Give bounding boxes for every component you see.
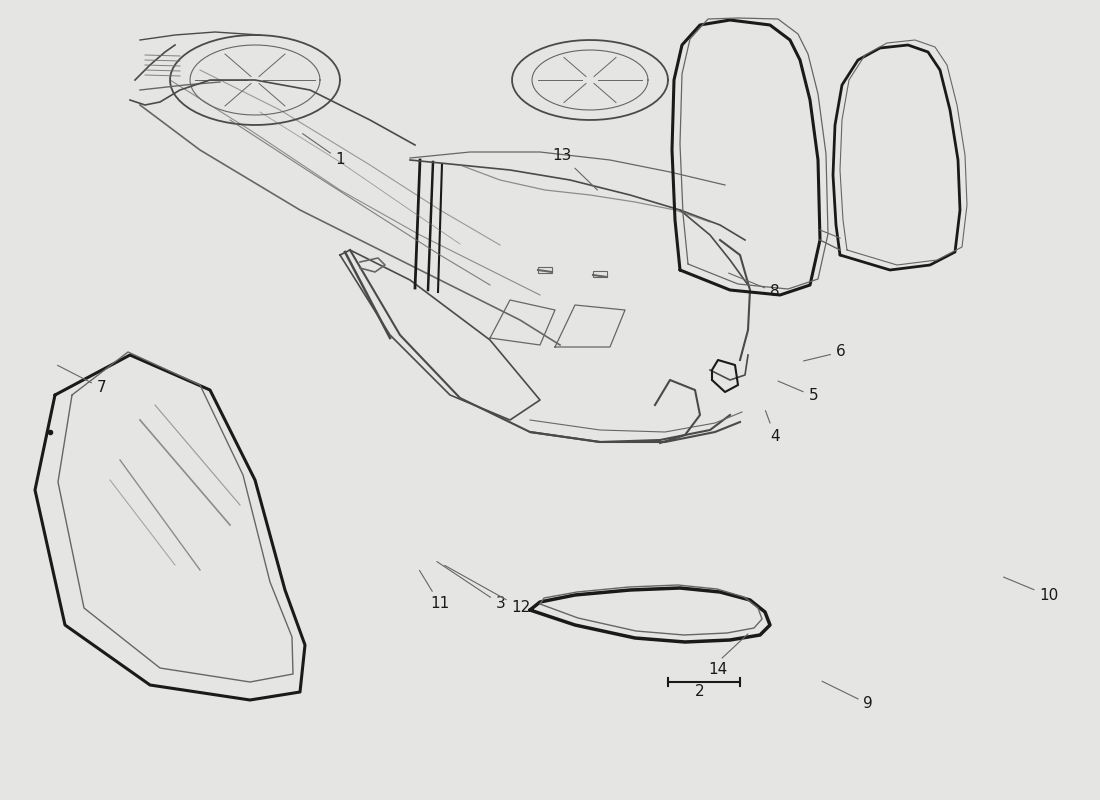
Text: 6: 6: [803, 345, 846, 361]
Text: 9: 9: [822, 682, 873, 711]
Text: 8: 8: [728, 273, 780, 299]
Bar: [593, 271, 607, 277]
Text: 4: 4: [766, 410, 780, 443]
Text: 5: 5: [778, 381, 818, 403]
Text: 11: 11: [419, 570, 450, 611]
Text: 3: 3: [437, 562, 505, 611]
Bar: [538, 267, 552, 273]
Text: 2: 2: [695, 685, 705, 699]
Text: 10: 10: [1003, 577, 1058, 603]
Text: 14: 14: [708, 662, 727, 678]
Text: 12: 12: [444, 566, 530, 615]
Text: 13: 13: [552, 149, 597, 190]
Text: 7: 7: [57, 366, 107, 395]
Text: 1: 1: [302, 134, 345, 167]
